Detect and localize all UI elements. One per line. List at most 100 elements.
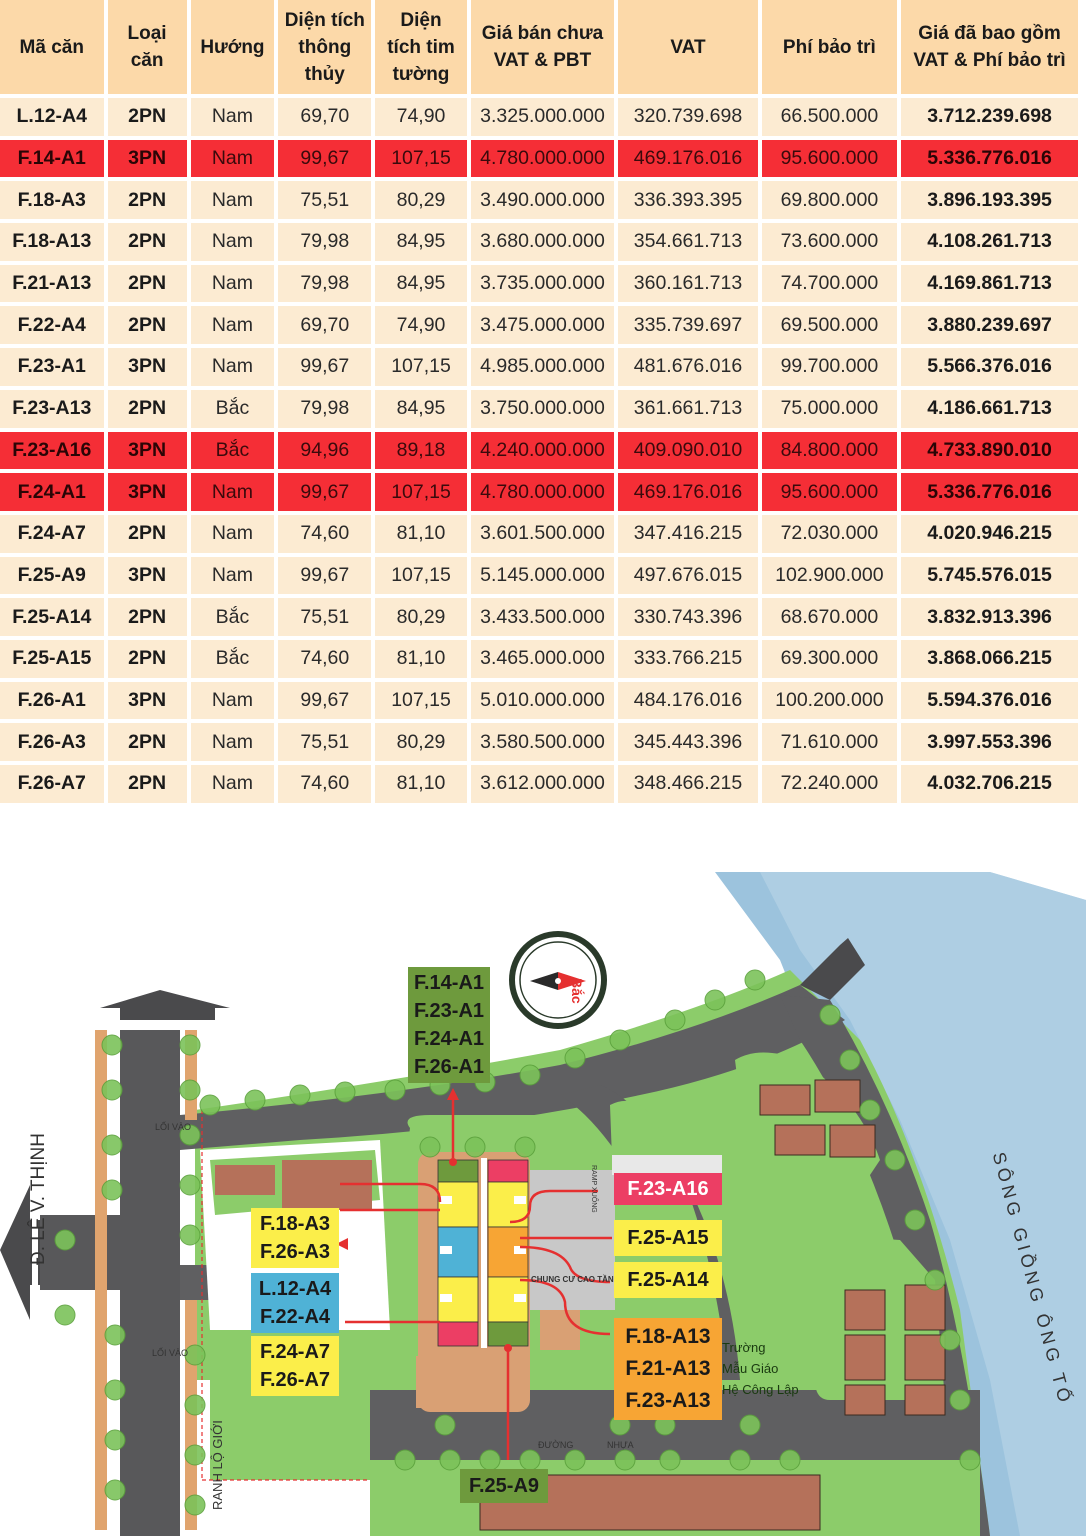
price-pre-tax-cell: 4.985.000.000	[470, 348, 615, 386]
maintenance-fee-cell: 71.610.000	[761, 723, 898, 761]
vat-cell: 348.466.215	[618, 765, 758, 803]
clear-area-cell: 99,67	[278, 348, 372, 386]
direction-cell: Nam	[190, 139, 275, 178]
maintenance-fee-cell: 75.000.000	[761, 389, 898, 428]
total-price-cell: 4.169.861.713	[901, 264, 1078, 303]
total-price-cell: 3.712.239.698	[901, 98, 1078, 136]
price-pre-tax-cell: 3.465.000.000	[470, 639, 615, 678]
col-header-unit-code: Mã căn	[0, 0, 104, 94]
maintenance-fee-cell: 100.200.000	[761, 681, 898, 720]
table-row: F.25-A14 2PN Bắc 75,51 80,29 3.433.500.000 330…	[0, 598, 1078, 636]
total-price-cell: 5.336.776.016	[901, 473, 1078, 511]
direction-cell: Nam	[190, 264, 275, 303]
table-row: F.26-A1 3PN Nam 99,67 107,15 5.010.000.000 484…	[0, 681, 1078, 720]
clear-area-cell: 99,67	[278, 681, 372, 720]
total-price-cell: 3.997.553.396	[901, 723, 1078, 761]
table-row: L.12-A4 2PN Nam 69,70 74,90 3.325.000.000 320.…	[0, 98, 1078, 136]
maintenance-fee-cell: 69.300.000	[761, 639, 898, 678]
table-row: F.25-A15 2PN Bắc 74,60 81,10 3.465.000.000 333…	[0, 639, 1078, 678]
vat-cell: 497.676.015	[618, 556, 758, 595]
price-pre-tax-cell: 3.750.000.000	[470, 389, 615, 428]
price-pre-tax-cell: 3.601.500.000	[470, 514, 615, 553]
total-price-cell: 4.186.661.713	[901, 389, 1078, 428]
clear-area-cell: 69,70	[278, 306, 372, 345]
direction-cell: Nam	[190, 98, 275, 136]
clear-area-cell: 74,60	[278, 514, 372, 553]
table-row: F.24-A7 2PN Nam 74,60 81,10 3.601.500.000 347.…	[0, 514, 1078, 553]
maintenance-fee-cell: 72.030.000	[761, 514, 898, 553]
direction-cell: Nam	[190, 306, 275, 345]
vat-cell: 336.393.395	[618, 181, 758, 220]
maintenance-fee-cell: 66.500.000	[761, 98, 898, 136]
unit-type-cell: 2PN	[107, 98, 187, 136]
unit-code-cell: F.18-A13	[0, 223, 104, 261]
road-label-1: ĐƯỜNG	[538, 1440, 574, 1450]
wall-area-cell: 74,90	[375, 98, 467, 136]
unit-code-cell: F.26-A3	[0, 723, 104, 761]
unit-type-cell: 2PN	[107, 598, 187, 636]
price-pre-tax-cell: 4.240.000.000	[470, 431, 615, 470]
compass-icon	[509, 931, 607, 1029]
unit-code-cell: F.22-A4	[0, 306, 104, 345]
col-header-direction: Hướng	[190, 0, 275, 94]
table-header-row: Mã căn Loại căn Hướng Diện tích thông thủy …	[0, 0, 1078, 94]
col-header-clear-area: Diện tích thông thủy	[278, 0, 372, 94]
direction-cell: Nam	[190, 181, 275, 220]
unit-type-cell: 2PN	[107, 223, 187, 261]
street-name-label: Đ. LÊ V. THỊNH	[28, 1133, 49, 1265]
table-body: L.12-A4 2PN Nam 69,70 74,90 3.325.000.000 320.…	[0, 98, 1078, 803]
wall-area-cell: 107,15	[375, 139, 467, 178]
direction-cell: Bắc	[190, 431, 275, 470]
wall-area-cell: 84,95	[375, 389, 467, 428]
col-header-price-pre-tax: Giá bán chưa VAT & PBT	[470, 0, 615, 94]
unit-callout-a4-group: L.12-A4 F.22-A4	[251, 1273, 339, 1333]
vat-cell: 320.739.698	[618, 98, 758, 136]
unit-callout-a7-group: F.24-A7 F.26-A7	[251, 1336, 339, 1396]
table-row: F.21-A13 2PN Nam 79,98 84,95 3.735.000.000 360…	[0, 264, 1078, 303]
table-row: F.23-A13 2PN Bắc 79,98 84,95 3.750.000.000 361…	[0, 389, 1078, 428]
clear-area-cell: 94,96	[278, 431, 372, 470]
wall-area-cell: 84,95	[375, 264, 467, 303]
price-pre-tax-cell: 3.490.000.000	[470, 181, 615, 220]
direction-cell: Nam	[190, 723, 275, 761]
wall-area-cell: 84,95	[375, 223, 467, 261]
unit-code-cell: F.24-A7	[0, 514, 104, 553]
price-pre-tax-cell: 3.580.500.000	[470, 723, 615, 761]
clear-area-cell: 69,70	[278, 98, 372, 136]
unit-type-cell: 3PN	[107, 431, 187, 470]
site-map: Bắc Đ. LÊ V. THỊNH LỐI VÀO LỐI VÀO RANH …	[0, 860, 1086, 1536]
direction-cell: Nam	[190, 556, 275, 595]
table-row-sold: F.23-A16 3PN Bắc 94,96 89,18 4.240.000.000 409…	[0, 431, 1078, 470]
building-label: CHUNG CƯ CAO TẦNG	[531, 1275, 620, 1284]
direction-cell: Nam	[190, 514, 275, 553]
wall-area-cell: 89,18	[375, 431, 467, 470]
wall-area-cell: 81,10	[375, 765, 467, 803]
vat-cell: 330.743.396	[618, 598, 758, 636]
table-row: F.18-A13 2PN Nam 79,98 84,95 3.680.000.000 354…	[0, 223, 1078, 261]
unit-code-cell: F.25-A9	[0, 556, 104, 595]
wall-area-cell: 80,29	[375, 723, 467, 761]
direction-cell: Bắc	[190, 639, 275, 678]
table-row: F.23-A1 3PN Nam 99,67 107,15 4.985.000.000 481…	[0, 348, 1078, 386]
clear-area-cell: 75,51	[278, 181, 372, 220]
direction-cell: Nam	[190, 223, 275, 261]
unit-code-cell: F.25-A15	[0, 639, 104, 678]
unit-type-cell: 2PN	[107, 306, 187, 345]
vat-cell: 469.176.016	[618, 473, 758, 511]
unit-callout-a9: F.25-A9	[460, 1469, 548, 1503]
vat-cell: 361.661.713	[618, 389, 758, 428]
clear-area-cell: 99,67	[278, 556, 372, 595]
price-pre-tax-cell: 3.612.000.000	[470, 765, 615, 803]
wall-area-cell: 81,10	[375, 514, 467, 553]
maintenance-fee-cell: 69.500.000	[761, 306, 898, 345]
price-pre-tax-cell: 5.010.000.000	[470, 681, 615, 720]
boundary-label: RANH LỘ GIỚI	[210, 1420, 225, 1510]
clear-area-cell: 79,98	[278, 264, 372, 303]
entrance-label-south: LỐI VÀO	[152, 1348, 189, 1358]
wall-area-cell: 80,29	[375, 598, 467, 636]
unit-type-cell: 2PN	[107, 181, 187, 220]
clear-area-cell: 79,98	[278, 389, 372, 428]
vat-cell: 347.416.215	[618, 514, 758, 553]
wall-area-cell: 81,10	[375, 639, 467, 678]
maintenance-fee-cell: 69.800.000	[761, 181, 898, 220]
